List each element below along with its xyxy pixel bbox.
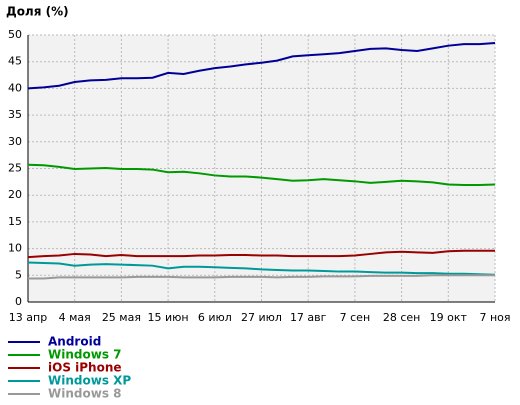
series-line <box>27 42 496 90</box>
y-tick-label: 40 <box>8 81 22 94</box>
legend-label: Windows 7 <box>48 348 121 362</box>
y-tick-label: 10 <box>8 242 22 255</box>
y-tick-label: 5 <box>15 268 22 281</box>
x-tick-label: 4 мая <box>59 311 91 324</box>
x-tick-label: 13 апр <box>9 311 47 324</box>
x-tick-label: 7 ноя <box>479 311 510 324</box>
chart-title: Доля (%) <box>6 5 69 19</box>
x-tick-label: 19 окт <box>430 311 468 324</box>
x-tick-label: 6 июл <box>198 311 232 324</box>
y-tick-label: 15 <box>8 215 22 228</box>
x-tick-label: 17 авг <box>290 311 327 324</box>
y-tick-label: 35 <box>8 108 22 121</box>
series-line <box>27 249 495 259</box>
y-tick-label: 25 <box>8 162 22 175</box>
y-tick-label: 30 <box>8 135 22 148</box>
x-tick-label: 28 сен <box>383 311 421 324</box>
legend-label: Windows 8 <box>48 387 121 401</box>
series-line <box>28 274 495 280</box>
legend-label: Windows XP <box>48 374 131 388</box>
series-line <box>27 163 496 187</box>
y-tick-label: 20 <box>8 188 22 201</box>
series-line <box>27 261 496 276</box>
legend-label: Android <box>48 335 101 349</box>
x-tick-label: 27 июл <box>241 311 282 324</box>
y-tick-label: 50 <box>8 28 22 41</box>
legend-label: iOS iPhone <box>48 361 122 375</box>
y-tick-label: 45 <box>8 55 22 68</box>
x-tick-label: 15 июн <box>148 311 189 324</box>
y-tick-label: 0 <box>15 295 22 308</box>
x-tick-label: 7 сен <box>340 311 371 324</box>
x-tick-label: 25 мая <box>102 311 141 324</box>
